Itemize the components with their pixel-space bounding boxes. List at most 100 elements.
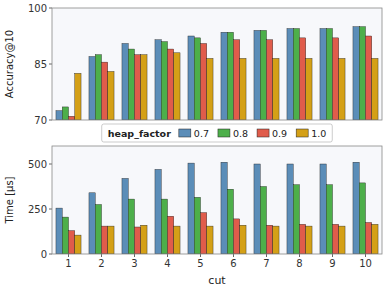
x-tick-label: 5 [197, 258, 203, 269]
bar [207, 58, 213, 120]
bar [267, 40, 273, 120]
x-tick [101, 254, 102, 257]
bar [69, 116, 75, 120]
bar [306, 58, 312, 120]
x-tick [167, 254, 168, 257]
legend-frame [102, 124, 333, 142]
bar [326, 29, 332, 120]
bar [188, 163, 194, 254]
plot-area [52, 8, 382, 120]
bar [188, 36, 194, 120]
y-axis-label: Accuracy@10 [4, 30, 15, 98]
y-tick [49, 64, 52, 65]
bar [56, 208, 62, 254]
y-tick-label: 250 [28, 204, 47, 215]
bar [161, 42, 167, 120]
bar [221, 162, 227, 254]
bar [320, 29, 326, 120]
bar [339, 58, 345, 120]
bar [326, 185, 332, 254]
y-tick-label: 85 [34, 59, 47, 70]
bar [135, 227, 141, 254]
y-tick [49, 254, 52, 255]
bar [75, 235, 81, 254]
bar [339, 226, 345, 254]
y-tick-label: 500 [28, 159, 47, 170]
frame [52, 8, 382, 120]
bars [56, 162, 378, 254]
panel: 70 85 100 Accuracy@10 [4, 3, 382, 126]
bar [260, 30, 266, 120]
bar [287, 29, 293, 120]
bar [234, 219, 240, 254]
bar [287, 164, 293, 254]
legend: heap_factor0.70.80.91.0 [102, 124, 333, 142]
bar [95, 55, 101, 120]
legend-swatch [218, 129, 230, 137]
bar [273, 226, 279, 254]
bar [102, 226, 108, 254]
legend-entry: 0.9 [272, 128, 287, 139]
bar [254, 164, 260, 254]
bar [122, 178, 128, 254]
legend-swatch [179, 129, 191, 137]
x-tick-label: 7 [263, 258, 269, 269]
bar [353, 162, 359, 254]
bar [155, 40, 161, 120]
bar [168, 49, 174, 120]
bar [273, 58, 279, 120]
bar [372, 58, 378, 120]
bar [141, 225, 147, 254]
bar [56, 111, 62, 120]
bar [227, 189, 233, 254]
bar [108, 71, 114, 120]
bar [95, 205, 101, 255]
chart: 7085100Accuracy@10heap_factor0.70.80.91.… [0, 0, 390, 292]
bar [333, 38, 339, 120]
bar [141, 55, 147, 120]
bar [300, 224, 306, 254]
bar [293, 185, 299, 254]
bar [240, 58, 246, 120]
bar [260, 187, 266, 255]
x-tick-label: 2 [98, 258, 104, 269]
x-tick [200, 254, 201, 257]
legend-swatch [296, 129, 308, 137]
x-tick-label: 9 [329, 258, 335, 269]
bar [135, 55, 141, 120]
panel: 025050012345678910Time [μs]cut [4, 146, 382, 287]
y-tick-label: 0 [41, 249, 47, 260]
bar [89, 57, 95, 120]
bar [359, 27, 365, 120]
x-tick [68, 254, 69, 257]
y-tick-label: 100 [28, 3, 47, 14]
y-tick [49, 120, 52, 121]
bar [372, 224, 378, 254]
bar [333, 224, 339, 254]
x-axis-label: cut [208, 274, 226, 287]
bar [128, 199, 134, 254]
x-tick [299, 254, 300, 257]
x-tick-label: 3 [131, 258, 137, 269]
x-tick [134, 254, 135, 257]
bar [69, 231, 75, 254]
bar [122, 43, 128, 120]
x-tick [233, 254, 234, 257]
bar [174, 226, 180, 254]
bar [267, 225, 273, 254]
bar [62, 107, 68, 120]
plot-area [52, 146, 382, 254]
bar [306, 226, 312, 254]
frame [52, 146, 382, 254]
bar [366, 223, 372, 255]
legend-title: heap_factor [108, 128, 171, 139]
bar [366, 36, 372, 120]
x-tick-label: 8 [296, 258, 302, 269]
x-tick-label: 4 [164, 258, 170, 269]
y-tick-label: 70 [34, 115, 47, 126]
legend-entry: 0.7 [194, 128, 209, 139]
legend-swatch [257, 129, 269, 137]
bar [201, 213, 207, 254]
bar [89, 193, 95, 254]
bar [155, 169, 161, 254]
